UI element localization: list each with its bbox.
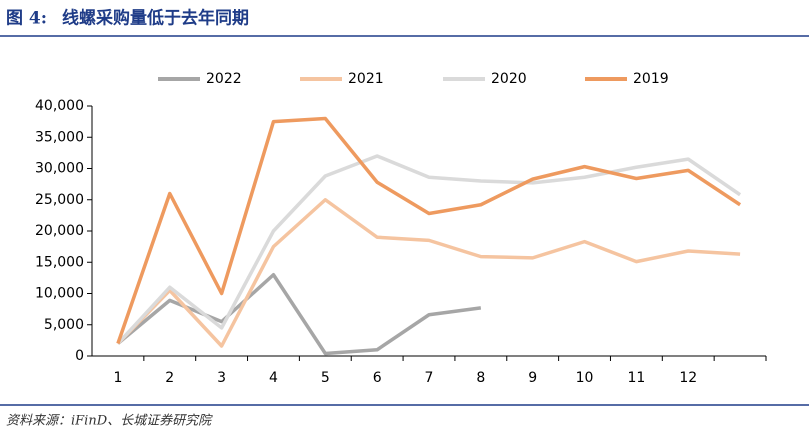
- legend-label: 2019: [633, 71, 669, 87]
- legend-label: 2021: [348, 71, 384, 87]
- y-tick-label: 30,000: [35, 161, 84, 177]
- chart-title: 线螺采购量低于去年同期: [62, 8, 249, 29]
- series-line: [116, 116, 742, 345]
- x-tick-label: 9: [528, 370, 537, 386]
- x-tick-label: 12: [679, 370, 697, 386]
- series-line: [116, 198, 741, 348]
- x-tick-label: 1: [113, 370, 122, 386]
- y-tick-label: 15,000: [35, 254, 84, 270]
- x-tick-label: 4: [269, 370, 278, 386]
- legend-label: 2020: [491, 71, 527, 87]
- x-tick-label: 5: [321, 370, 330, 386]
- x-tick-label: 3: [217, 370, 226, 386]
- x-tick-label: 7: [425, 370, 434, 386]
- series-line: [116, 154, 742, 345]
- figure-label: 图 4:: [6, 9, 47, 29]
- series-line: [116, 273, 482, 356]
- x-tick-label: 2: [165, 370, 174, 386]
- y-tick-label: 35,000: [35, 129, 84, 145]
- x-tick-label: 8: [476, 370, 485, 386]
- y-tick-label: 0: [75, 348, 84, 364]
- y-tick-label: 20,000: [35, 223, 84, 239]
- legend-label: 2022: [206, 71, 242, 87]
- y-tick-label: 5,000: [44, 317, 84, 333]
- x-tick-label: 11: [627, 370, 645, 386]
- source: 资料来源：iFinD、长城证券研究院: [6, 413, 213, 429]
- y-tick-label: 10,000: [35, 286, 84, 302]
- y-tick-label: 25,000: [35, 192, 84, 208]
- y-tick-label: 40,000: [35, 98, 84, 114]
- x-tick-label: 6: [373, 370, 382, 386]
- x-tick-label: 10: [576, 370, 594, 386]
